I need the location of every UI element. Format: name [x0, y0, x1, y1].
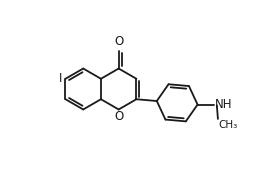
Text: CH₃: CH₃ [218, 120, 238, 130]
Text: NH: NH [215, 98, 232, 111]
Text: O: O [114, 35, 123, 48]
Text: O: O [114, 110, 123, 123]
Text: I: I [59, 72, 62, 85]
